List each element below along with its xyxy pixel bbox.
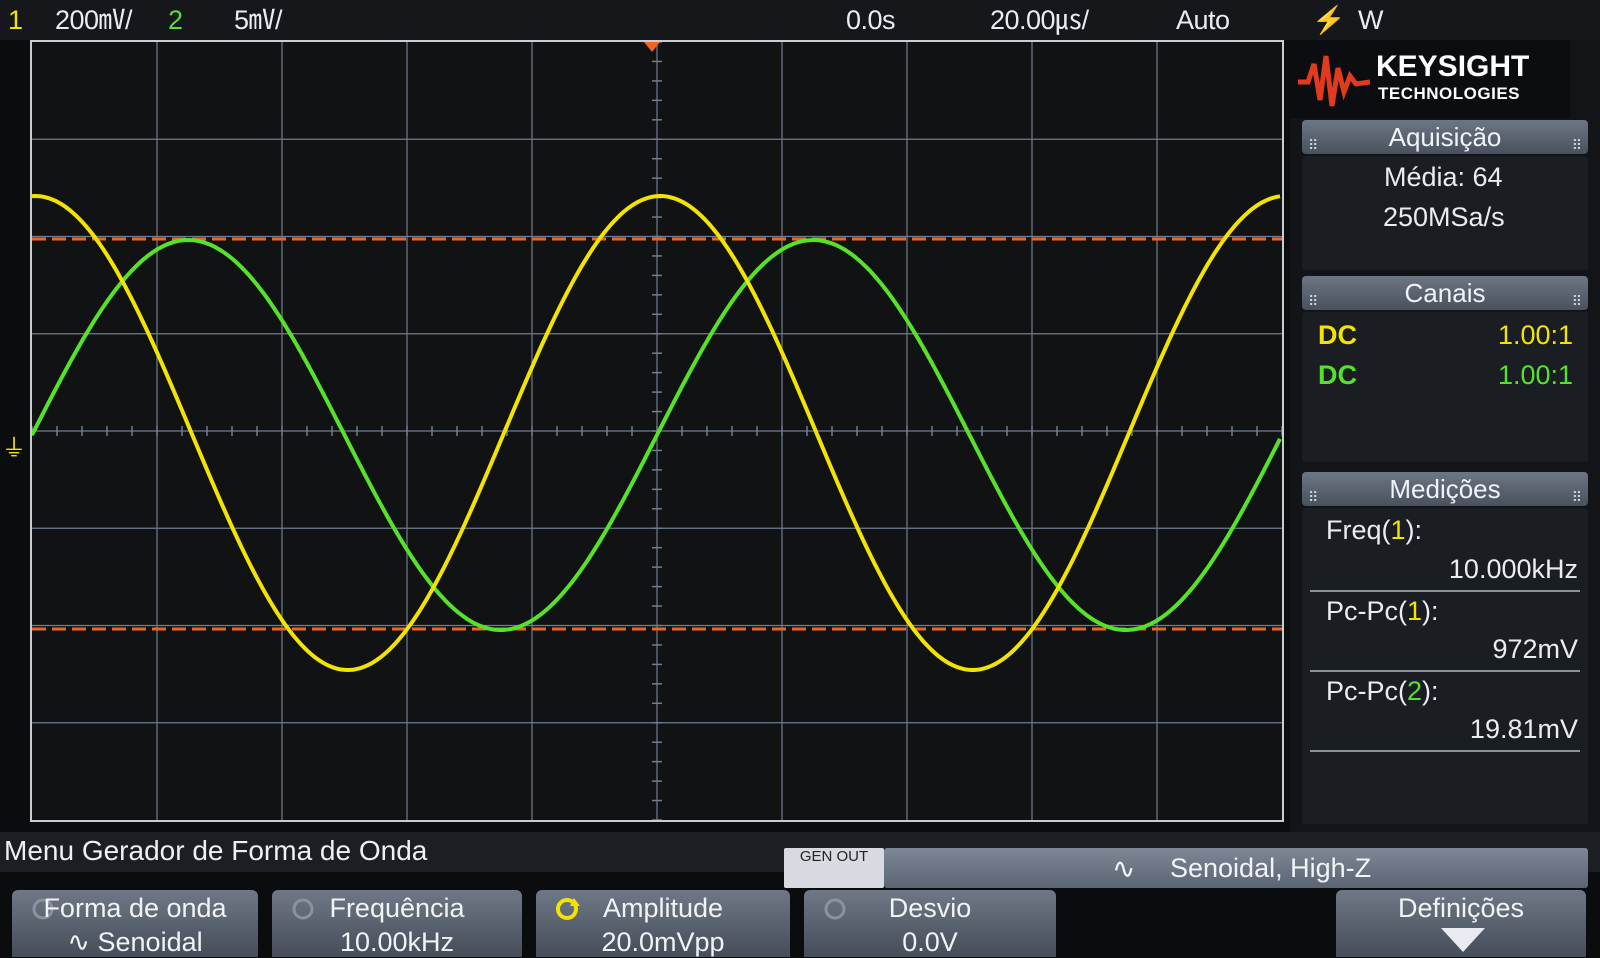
ground-marker-icon: ⏚ (2, 435, 26, 462)
measurement-label-freq: Freq(1): (1326, 515, 1423, 545)
divider (1310, 670, 1580, 672)
grip-icon: ⠿ (1571, 137, 1582, 153)
graticule (32, 42, 1282, 820)
softkey-frequency[interactable]: Frequência 10.00kHz (272, 890, 522, 957)
grip-icon: ⠿ (1571, 489, 1582, 505)
softkey-offset-value: 0.0V (902, 927, 958, 957)
divider (1310, 750, 1580, 752)
measurements-body (1302, 508, 1588, 824)
softkey-waveform-value: ∿ Senoidal (67, 927, 203, 957)
keysight-logo: KEYSIGHT TECHNOLOGIES (1290, 40, 1570, 118)
ch1-scale[interactable]: 200㎷/ (55, 5, 133, 35)
acquisition-rate: 250MSa/s (1383, 202, 1505, 232)
acquisition-title: Aquisição (1388, 122, 1502, 152)
ch2-number[interactable]: 2 (168, 5, 183, 35)
measurement-label-pkpk1: Pc-Pc(1): (1326, 596, 1439, 626)
grip-icon: ⠿ (1308, 489, 1319, 505)
trigger-slope-icon: ⚡ (1312, 5, 1346, 35)
brand-sub: TECHNOLOGIES (1378, 84, 1521, 103)
ch2-probe[interactable]: 1.00:1 (1498, 360, 1574, 390)
ch2-scale[interactable]: 5㎷/ (234, 5, 283, 35)
top-status-bar (0, 0, 1600, 40)
grip-icon: ⠿ (1308, 137, 1319, 153)
softkey-waveform-label: Forma de onda (43, 893, 227, 923)
softkey-amplitude-value: 20.0mVpp (601, 927, 725, 957)
softkey-offset[interactable]: Desvio 0.0V (804, 890, 1056, 957)
waveform-status-bar (884, 848, 1588, 888)
waveform-svg (32, 42, 1282, 820)
channels-body (1302, 312, 1588, 462)
channels-title: Canais (1404, 278, 1486, 308)
submenu-arrow-icon (1441, 928, 1485, 952)
knob-icon (32, 898, 54, 920)
trigger-position-icon[interactable] (644, 42, 660, 52)
ch2-trace (32, 237, 1282, 632)
softkey-amplitude[interactable]: Amplitude 20.0mVpp (536, 890, 790, 957)
measurement-value-pkpk1: 972mV (1492, 634, 1578, 664)
measurement-value-freq: 10.000kHz (1448, 554, 1578, 584)
channels-header[interactable]: ⠿ Canais ⠿ (1302, 276, 1588, 310)
grip-icon: ⠿ (1571, 293, 1582, 309)
softkey-waveform[interactable]: Forma de onda ∿ Senoidal (12, 890, 258, 957)
timebase-readout[interactable]: 20.00㎲/ (990, 5, 1089, 35)
ch1-trace (32, 193, 1281, 673)
waveform-status: Senoidal, High-Z (1170, 853, 1372, 883)
trigger-source[interactable]: W (1358, 5, 1383, 35)
softkey-frequency-label: Frequência (329, 893, 465, 923)
waveform-display[interactable] (30, 40, 1284, 822)
keysight-wave-icon (1298, 55, 1370, 107)
measurements-header[interactable]: ⠿ Medições ⠿ (1302, 472, 1588, 506)
ch1-probe[interactable]: 1.00:1 (1498, 320, 1574, 350)
menu-title: Menu Gerador de Forma de Onda (4, 835, 428, 866)
knob-icon (556, 898, 580, 920)
trigger-mode[interactable]: Auto (1176, 5, 1230, 35)
acquisition-header[interactable]: ⠿ Aquisição ⠿ (1302, 120, 1588, 154)
knob-icon (292, 898, 314, 920)
softkey-frequency-value: 10.00kHz (339, 927, 455, 957)
measurement-value-pkpk2: 19.81mV (1469, 714, 1578, 744)
acquisition-body (1302, 156, 1588, 270)
softkey-offset-label: Desvio (888, 893, 972, 923)
divider (1310, 590, 1580, 592)
measurements-title: Medições (1389, 474, 1501, 504)
delay-readout[interactable]: 0.0s (846, 5, 896, 35)
softkey-amplitude-label: Amplitude (602, 893, 724, 923)
grip-icon: ⠿ (1308, 293, 1319, 309)
sine-wave-icon: ∿ (1112, 853, 1136, 884)
ch2-coupling[interactable]: DC (1318, 360, 1357, 390)
measurement-label-pkpk2: Pc-Pc(2): (1326, 676, 1439, 706)
softkey-settings-label: Definições (1397, 893, 1525, 923)
gen-out-indicator: GEN OUT (784, 848, 884, 888)
softkey-settings[interactable]: Definições (1336, 890, 1586, 957)
brand-name: KEYSIGHT (1376, 50, 1530, 83)
ch1-coupling[interactable]: DC (1318, 320, 1357, 350)
acquisition-mode: Média: 64 (1384, 162, 1503, 192)
ch1-number[interactable]: 1 (8, 5, 23, 35)
knob-icon (824, 898, 846, 920)
